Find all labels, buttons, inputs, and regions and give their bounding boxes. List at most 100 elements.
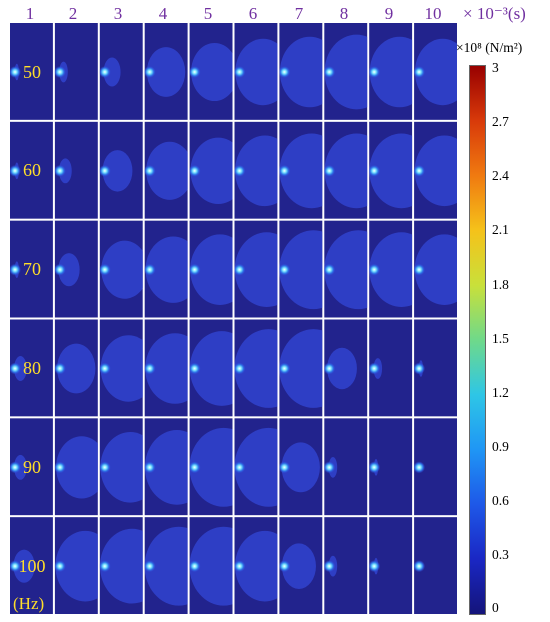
pressure-plume [414, 38, 458, 106]
field-panel [54, 220, 98, 318]
source-hotspot [279, 164, 291, 177]
source-hotspot [54, 560, 66, 573]
source-hotspot [369, 263, 381, 276]
pressure-plume [189, 427, 233, 507]
field-panel [324, 121, 368, 219]
pressure-plume [369, 36, 413, 108]
source-hotspot [144, 164, 156, 177]
source-hotspot [144, 461, 156, 474]
pressure-plume [100, 432, 143, 503]
colorbar-unit-label: ×10⁸ (N/m²) [456, 40, 523, 55]
source-hotspot [414, 461, 426, 474]
source-hotspot [99, 560, 111, 573]
field-panel [324, 418, 368, 516]
source-hotspot [369, 560, 381, 573]
source-hotspot [99, 66, 111, 78]
pressure-plume [324, 34, 368, 110]
field-panel [279, 319, 323, 417]
field-panel [324, 517, 368, 614]
field-panel [279, 517, 323, 614]
pressure-plume [189, 526, 233, 606]
source-hotspot [369, 461, 381, 474]
pressure-plume [145, 236, 188, 303]
source-hotspot [324, 461, 336, 474]
field-panel [414, 517, 457, 614]
field-panel [99, 220, 143, 318]
pressure-plume [57, 343, 96, 394]
field-panel [99, 418, 143, 516]
field-panel [10, 319, 53, 417]
source-hotspot [369, 66, 381, 78]
pressure-plume [55, 530, 98, 602]
field-panel [234, 23, 278, 120]
field-panel [10, 121, 53, 219]
source-hotspot [144, 263, 156, 276]
time-label: 10 [424, 4, 442, 23]
pressure-plume [324, 230, 368, 310]
source-hotspot [369, 164, 381, 177]
source-hotspot [189, 263, 201, 276]
pressure-plume [279, 36, 323, 108]
pressure-plume [58, 253, 80, 287]
colorbar-tick: 1.2 [492, 385, 509, 400]
source-hotspot [10, 164, 21, 177]
field-panel [324, 220, 368, 318]
pressure-plume [281, 543, 316, 589]
field-panel [189, 121, 233, 219]
source-hotspot [10, 461, 21, 474]
field-panel [369, 517, 413, 614]
source-hotspot [324, 362, 336, 375]
source-hotspot [99, 461, 111, 474]
pressure-plume [191, 42, 233, 102]
field-panel [144, 121, 188, 219]
pressure-plume [100, 528, 143, 604]
field-panel [369, 23, 413, 120]
source-hotspot [234, 560, 246, 573]
time-label: 4 [158, 4, 168, 23]
time-label: 1 [25, 4, 35, 23]
colorbar-tick: 0.9 [492, 439, 509, 454]
field-panel [10, 418, 53, 516]
source-hotspot [10, 560, 21, 573]
pressure-plume [101, 240, 143, 299]
field-panel [54, 418, 98, 516]
colorbar-gradient [469, 65, 486, 615]
field-panel [279, 121, 323, 219]
time-label: 2 [68, 4, 78, 23]
pressure-plume [235, 38, 278, 106]
pressure-plume [13, 549, 35, 583]
time-label: 9 [384, 4, 394, 23]
source-hotspot [189, 66, 201, 78]
field-panel [279, 23, 323, 120]
pressure-plume [234, 427, 278, 507]
pressure-plume [102, 150, 133, 192]
frequency-label: 60 [23, 160, 41, 180]
field-panel [144, 220, 188, 318]
source-hotspot [234, 66, 246, 78]
source-hotspot [414, 362, 426, 375]
pressure-plume [327, 347, 357, 390]
source-hotspot [54, 164, 66, 177]
colorbar-tick: 0.6 [492, 493, 509, 508]
field-panel [414, 319, 457, 417]
pressure-plume [369, 133, 413, 209]
source-hotspot [414, 164, 426, 177]
field-panel [54, 319, 98, 417]
source-hotspot [10, 362, 21, 375]
field-panel [234, 220, 278, 318]
field-panel [414, 418, 457, 516]
colorbar-tick: 1.8 [492, 277, 509, 292]
field-panel [369, 418, 413, 516]
colorbar-tick: 0.3 [492, 547, 509, 562]
frequency-label: 50 [23, 62, 41, 82]
field-panel [10, 517, 53, 614]
pressure-plume [235, 530, 278, 602]
source-hotspot [369, 362, 381, 375]
field-panel [414, 220, 458, 318]
source-hotspot [324, 263, 336, 276]
field-panel [189, 220, 233, 318]
pressure-plume [235, 135, 278, 207]
source-hotspot [234, 164, 246, 177]
field-panel [189, 23, 233, 120]
